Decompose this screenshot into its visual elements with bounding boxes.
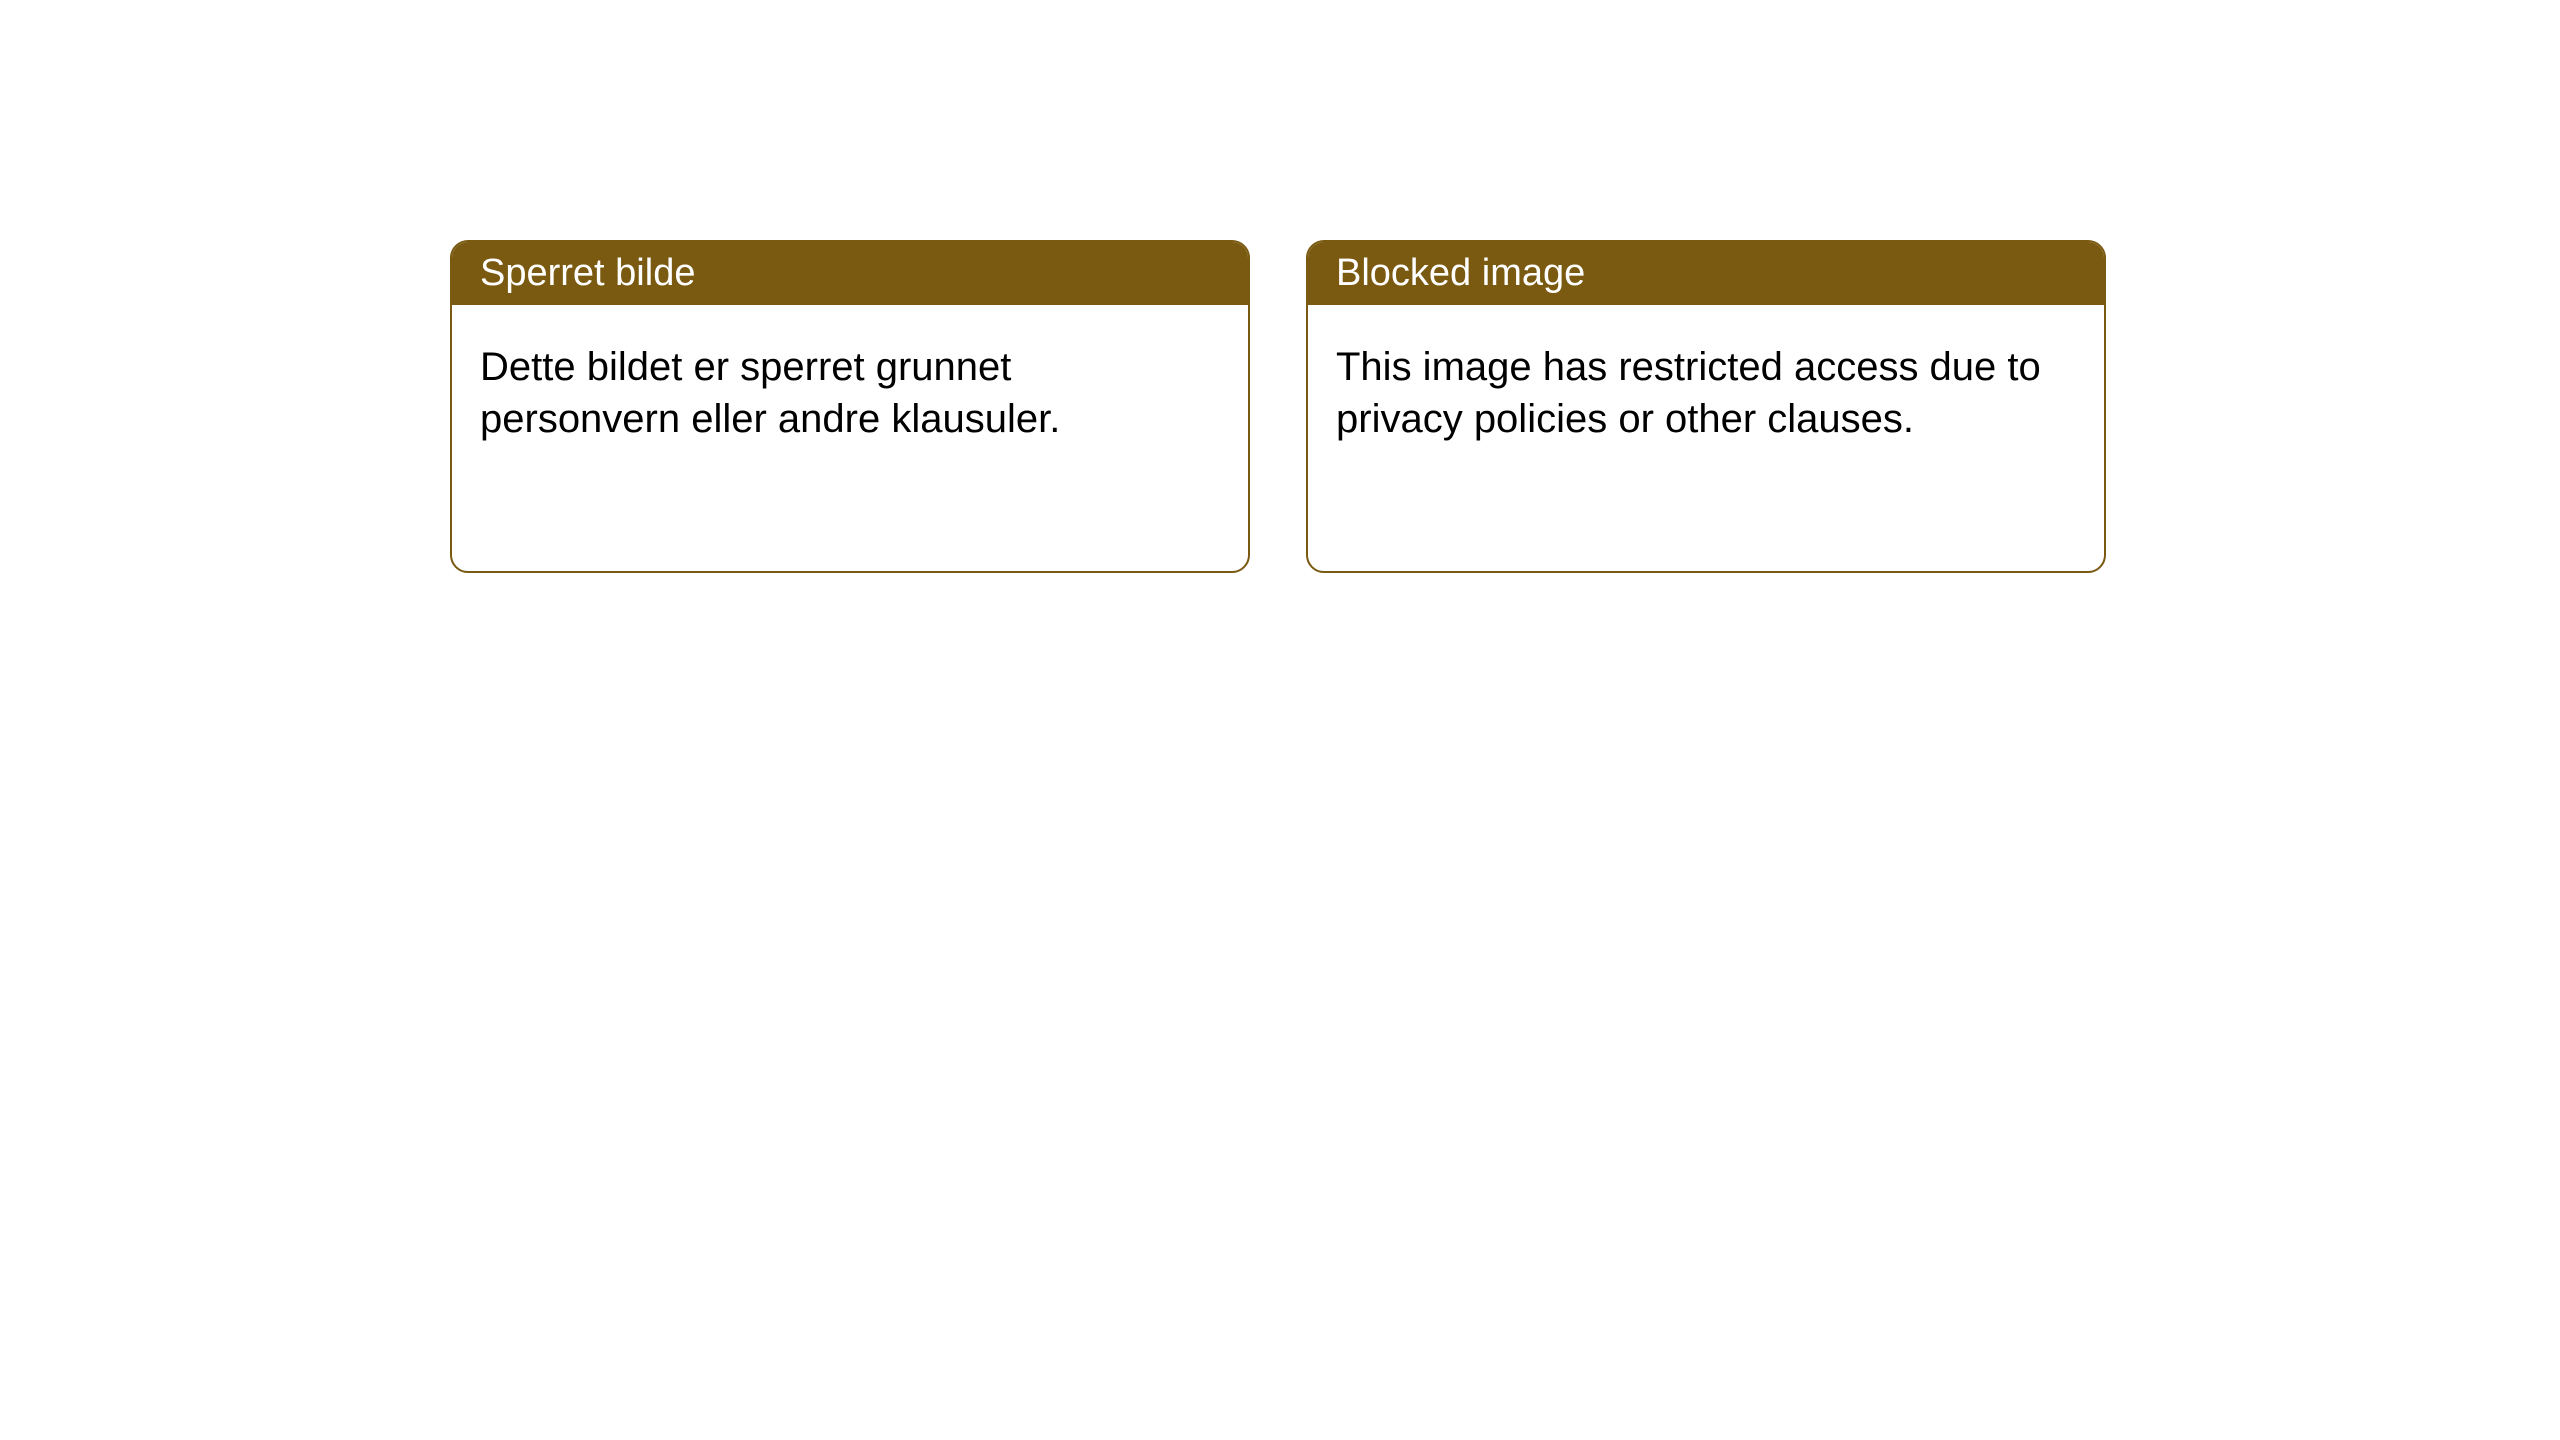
blocked-image-card-no: Sperret bilde Dette bildet er sperret gr… — [450, 240, 1250, 573]
blocked-image-card-en: Blocked image This image has restricted … — [1306, 240, 2106, 573]
blocked-image-notices: Sperret bilde Dette bildet er sperret gr… — [450, 240, 2106, 573]
card-title: Sperret bilde — [452, 242, 1248, 305]
card-title: Blocked image — [1308, 242, 2104, 305]
card-body: This image has restricted access due to … — [1308, 305, 2104, 481]
card-body: Dette bildet er sperret grunnet personve… — [452, 305, 1248, 481]
